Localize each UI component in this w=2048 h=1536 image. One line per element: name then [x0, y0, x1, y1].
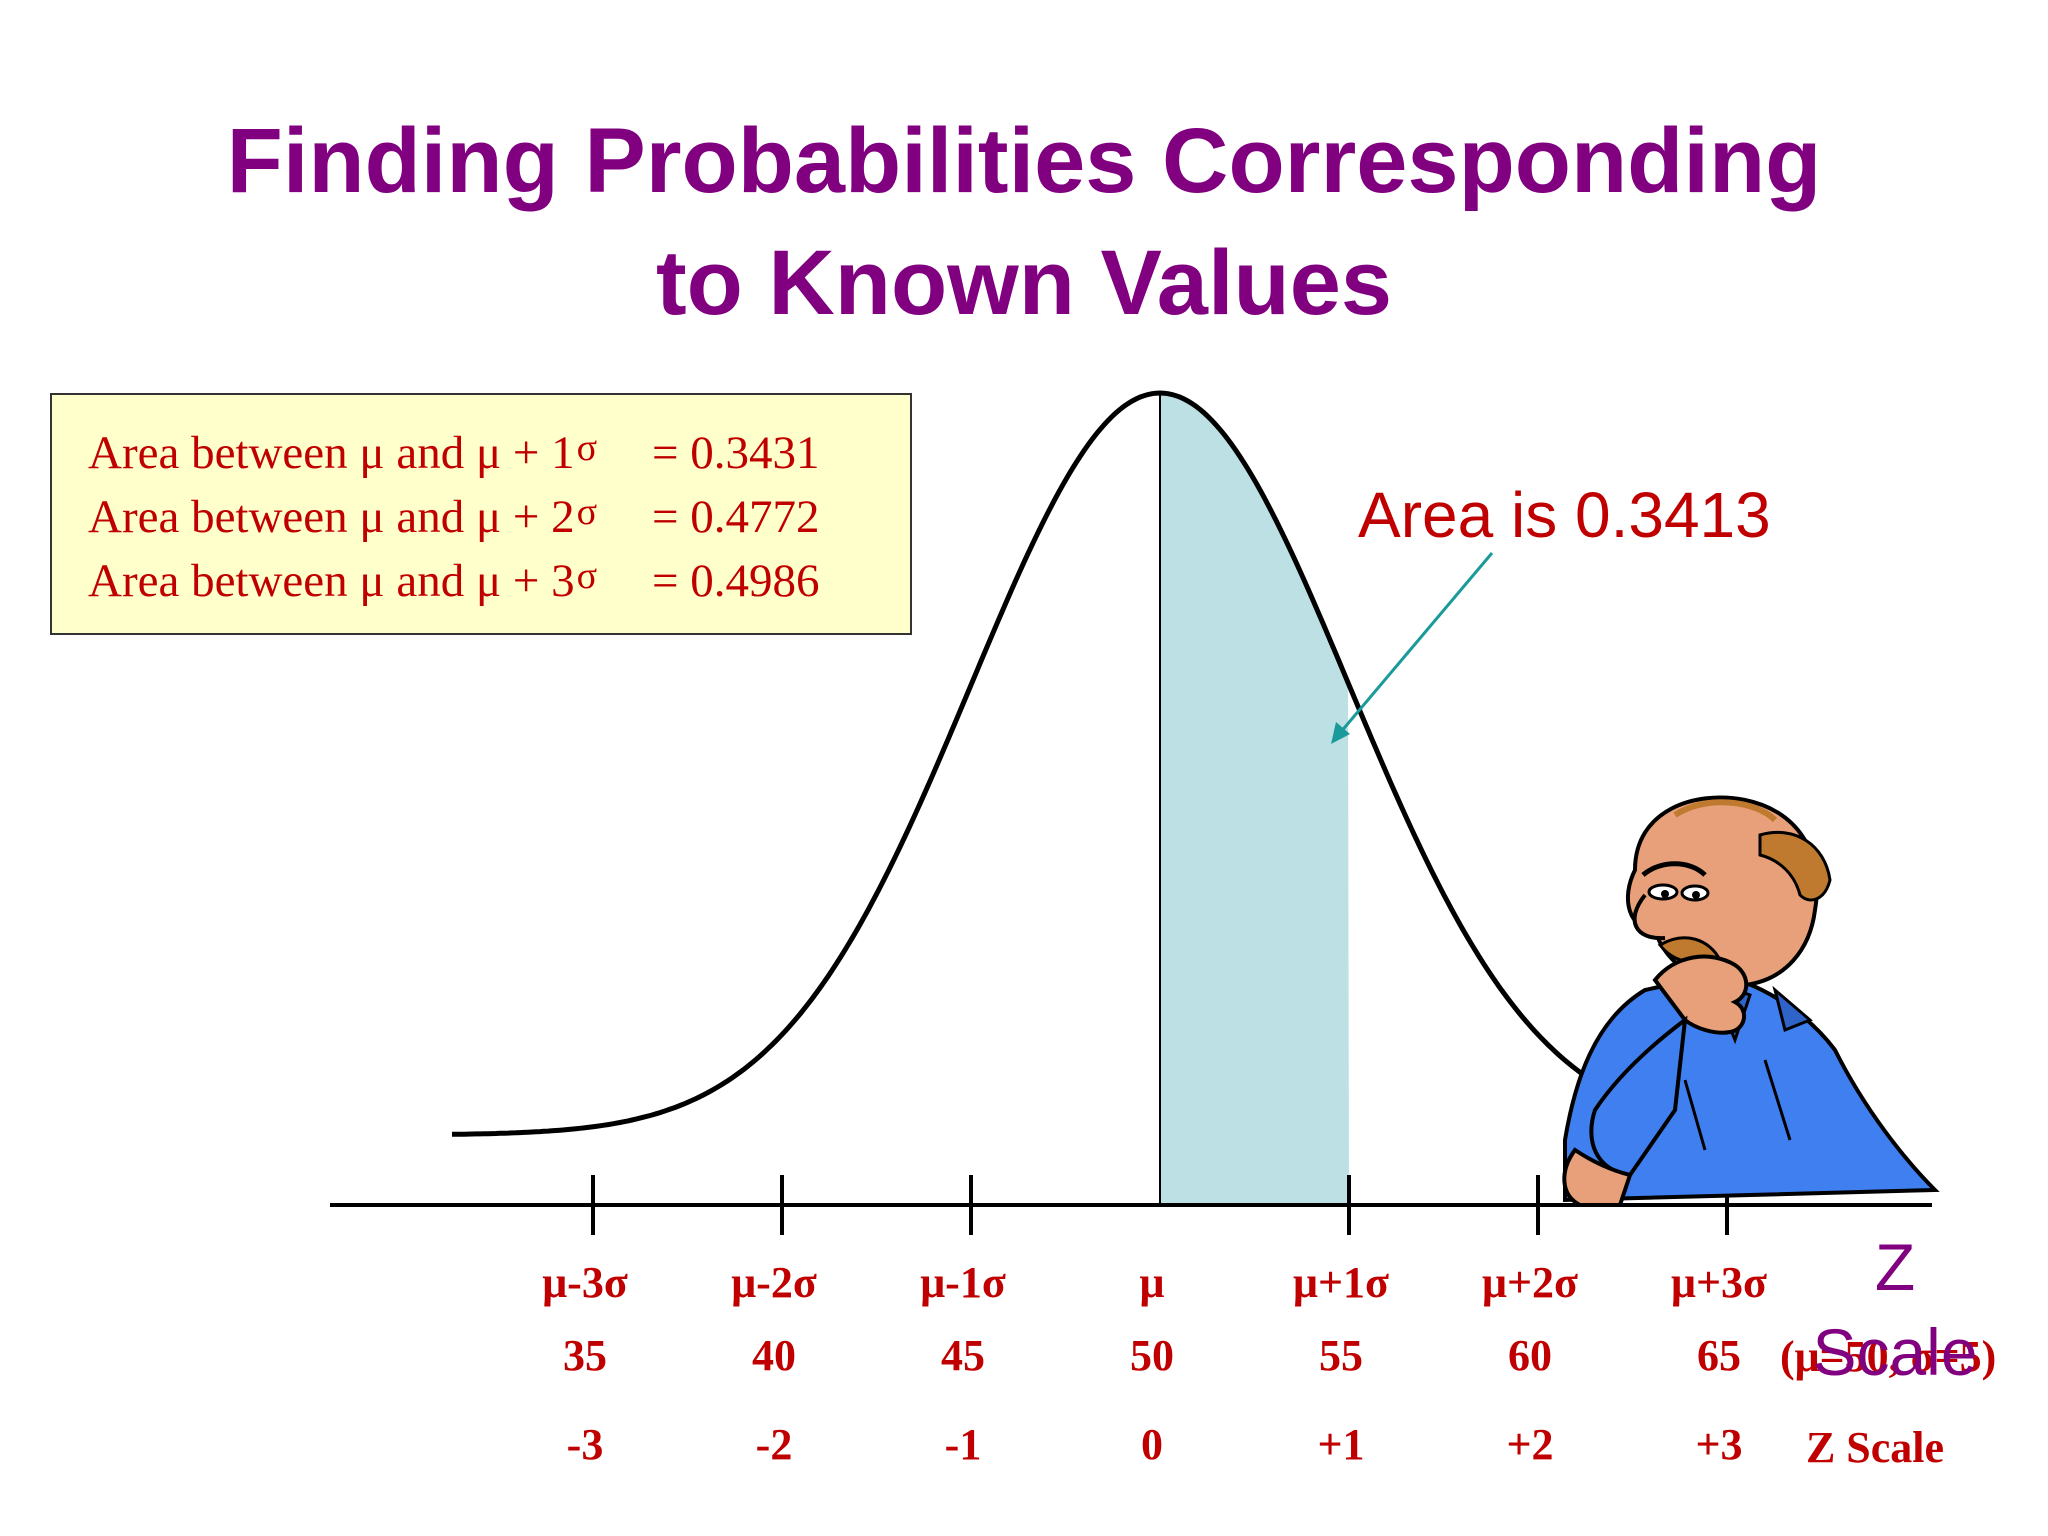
x-value-label: 50	[1130, 1331, 1174, 1380]
x-value-label: 55	[1319, 1331, 1363, 1380]
info-row-text: Area between μ and μ + 1	[88, 427, 575, 479]
annotation-arrow-head	[1331, 722, 1350, 744]
info-row-value: = 0.4986	[652, 555, 820, 607]
title-line-2: to Known Values	[655, 232, 1393, 334]
thinking-man-icon	[1562, 795, 1940, 1207]
sigma-tick-label: μ+3σ	[1671, 1258, 1767, 1307]
info-row-text: Area between μ and μ + 2	[88, 491, 575, 543]
info-row-text: Area between μ and μ + 3	[88, 555, 575, 607]
z-value-label: +1	[1317, 1420, 1364, 1469]
z-value-label: -1	[945, 1420, 982, 1469]
x-value-label: 35	[563, 1331, 607, 1380]
info-row: Area between μ and μ + 3σ = 0.4986	[88, 549, 910, 613]
sigma-tick-label: μ-1σ	[920, 1258, 1006, 1307]
z-value-label: -3	[567, 1420, 604, 1469]
info-row-label: Area between μ and μ + 2σ	[88, 485, 630, 552]
sigma-tick-label: μ+2σ	[1482, 1258, 1578, 1307]
info-row-label: Area between μ and μ + 3σ	[88, 549, 630, 616]
sigma-tick-label: μ-3σ	[542, 1258, 628, 1307]
tick-labels: μ-3σ 35 -3 μ-2σ 40 -2 μ-1σ 45 -1 μ 50 0 μ+1σ 55 +1 μ+2σ…	[542, 1258, 1767, 1469]
x-value-label: 45	[941, 1331, 985, 1380]
shaded-area	[1160, 393, 1349, 1205]
info-box: Area between μ and μ + 1σ = 0.3431 Area …	[50, 393, 912, 635]
sigma-symbol: σ	[576, 427, 598, 469]
sigma-tick-label: μ	[1140, 1258, 1165, 1307]
z-value-label: 0	[1141, 1420, 1163, 1469]
info-row: Area between μ and μ + 2σ = 0.4772	[88, 485, 910, 549]
z-value-label: +3	[1695, 1420, 1742, 1469]
z-value-label: -2	[756, 1420, 793, 1469]
area-annotation: Area is 0.3413	[1358, 479, 1771, 551]
x-value-label: 65	[1697, 1331, 1741, 1380]
sigma-tick-label: μ-2σ	[731, 1258, 817, 1307]
annotation-arrow	[1338, 552, 1494, 734]
sigma-tick-label: μ+1σ	[1293, 1258, 1389, 1307]
info-row-label: Area between μ and μ + 1σ	[88, 421, 630, 488]
sigma-symbol: σ	[576, 491, 598, 533]
z-value-label: +2	[1506, 1420, 1553, 1469]
page-title: Finding Probabilities Corresponding to K…	[0, 100, 2048, 344]
info-row-value: = 0.4772	[652, 491, 820, 543]
x-value-label: 60	[1508, 1331, 1552, 1380]
params-label: (μ=50, σ=5)	[1780, 1332, 1996, 1381]
z-scale-big-line-1: Z	[1875, 1230, 1915, 1304]
z-scale-big-line-2: Scale	[1812, 1315, 1977, 1389]
sigma-symbol: σ	[576, 555, 598, 597]
normal-curve	[452, 390, 1590, 1137]
info-row-value: = 0.3431	[652, 427, 820, 479]
z-scale-label: Z Scale	[1806, 1423, 1944, 1472]
title-line-1: Finding Probabilities Corresponding	[226, 110, 1822, 212]
info-row: Area between μ and μ + 1σ = 0.3431	[88, 421, 910, 485]
x-value-label: 40	[752, 1331, 796, 1380]
axis-ticks	[591, 1175, 1729, 1235]
